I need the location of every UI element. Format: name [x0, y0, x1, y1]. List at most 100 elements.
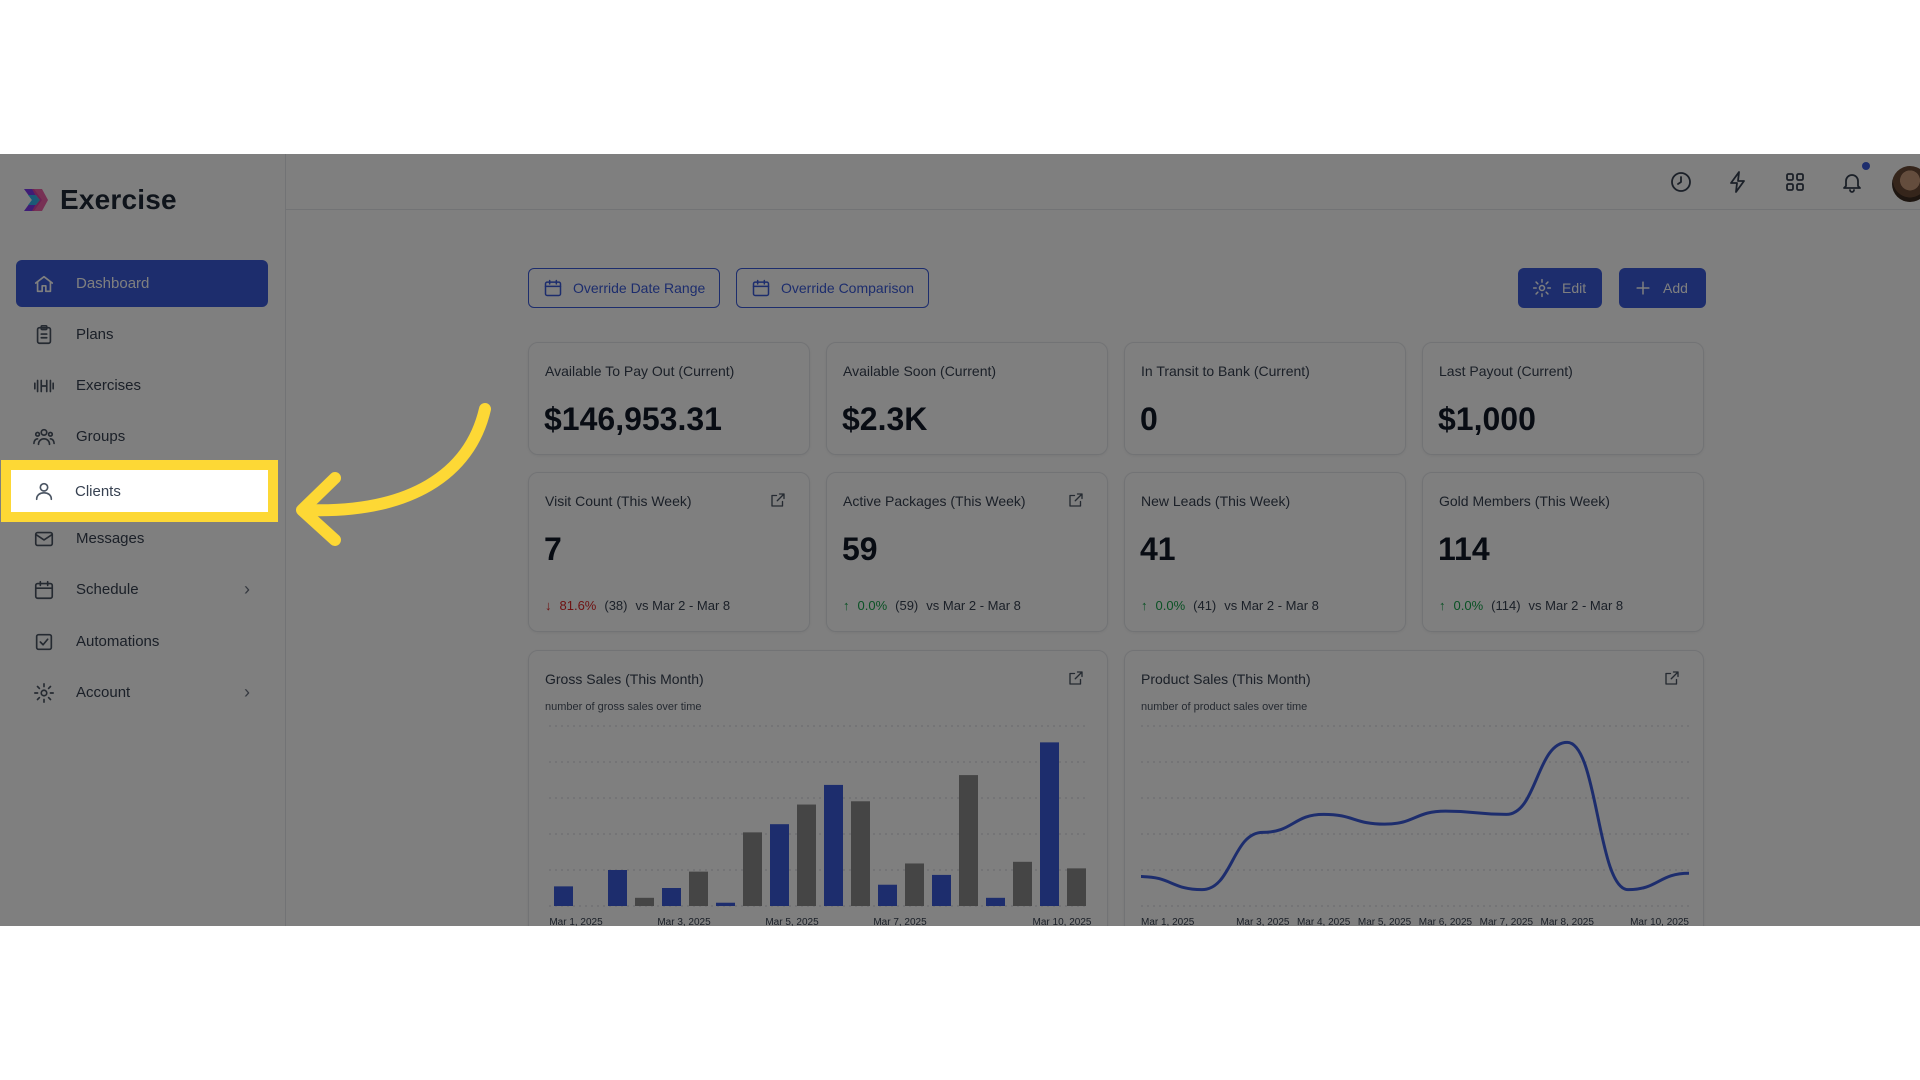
sidebar-item-dashboard[interactable]: Dashboard: [16, 260, 268, 307]
x-tick-label: Mar 1, 2025: [1141, 917, 1195, 926]
previous-value: (114): [1491, 598, 1521, 613]
override-date-range-button[interactable]: Override Date Range: [528, 268, 721, 308]
clock-icon[interactable]: [1667, 168, 1695, 196]
edit-button[interactable]: Edit: [1518, 268, 1602, 308]
bar-s0-3[interactable]: [716, 902, 735, 906]
grid-icon[interactable]: [1781, 168, 1809, 196]
bar-s1-7[interactable]: [959, 775, 978, 906]
x-tick-label: Mar 3, 2025: [657, 917, 711, 926]
x-tick-label: Mar 5, 2025: [1358, 917, 1412, 926]
card-title: Available Soon (Current): [843, 363, 997, 379]
arrow-up-icon: ↑: [843, 598, 850, 613]
bar-s0-1[interactable]: [608, 870, 627, 906]
button-label: Edit: [1562, 280, 1587, 296]
bar-s0-9[interactable]: [1040, 742, 1059, 906]
bar-s1-4[interactable]: [797, 804, 816, 906]
sidebar-item-schedule[interactable]: Schedule ›: [16, 566, 268, 613]
sidebar-item-label: Clients: [75, 482, 121, 500]
gross-sales-bar-chart: Mar 1, 2025 Mar 3, 2025 Mar 5, 2025 Mar 7, …: [549, 725, 1092, 926]
stat-card-last-payout: Last Payout (Current) $1,000: [1422, 342, 1704, 455]
external-link-icon[interactable]: [1067, 491, 1085, 509]
bar-s1-9[interactable]: [1067, 868, 1086, 906]
sidebar-item-label: Groups: [76, 428, 126, 445]
app-logo[interactable]: Exercise: [20, 184, 177, 216]
arrow-down-icon: ↓: [545, 598, 552, 613]
bell-icon[interactable]: [1838, 168, 1866, 196]
x-tick-label: Mar 7, 2025: [1480, 917, 1534, 926]
dumbbell-icon: [32, 374, 56, 398]
x-tick-label: Mar 10, 2025: [1630, 917, 1689, 926]
highlight-box: [1, 460, 278, 522]
button-label: Override Comparison: [781, 280, 915, 296]
stat-card-visit-count[interactable]: Visit Count (This Week) 7 ↓ 81.6% (38) v…: [528, 472, 810, 632]
logo-icon: [24, 189, 48, 211]
bar-s0-6[interactable]: [878, 884, 897, 906]
sidebar-item-groups[interactable]: Groups: [16, 413, 268, 460]
x-tick-label: Mar 1, 2025: [549, 917, 603, 926]
delta-percent: 0.0%: [1453, 598, 1484, 613]
bar-s0-8[interactable]: [986, 897, 1005, 906]
chevron-right-icon: ›: [244, 682, 250, 702]
previous-value: (38): [604, 598, 628, 613]
sidebar-item-label: Plans: [76, 326, 114, 343]
bar-s1-6[interactable]: [905, 863, 924, 906]
sidebar-item-account[interactable]: Account ›: [16, 669, 268, 716]
bar-s0-4[interactable]: [770, 824, 789, 906]
override-comparison-button[interactable]: Override Comparison: [736, 268, 930, 308]
bar-s1-3[interactable]: [743, 832, 762, 906]
chart-card-product-sales[interactable]: Product Sales (This Month) number of pro…: [1124, 650, 1704, 926]
bar-s1-8[interactable]: [1013, 861, 1032, 906]
sidebar-item-label: Schedule: [76, 581, 139, 598]
stat-card-active-packages[interactable]: Active Packages (This Week) 59 ↑ 0.0% (5…: [826, 472, 1108, 632]
notification-dot: [1862, 162, 1870, 170]
x-tick-label: Mar 8, 2025: [1541, 917, 1595, 926]
sidebar-item-label: Exercises: [76, 377, 142, 394]
card-title: Visit Count (This Week): [545, 493, 692, 509]
users-icon: [32, 425, 56, 449]
bar-s1-2[interactable]: [689, 871, 708, 906]
card-title: Active Packages (This Week): [843, 493, 1026, 509]
app-name: Exercise: [60, 184, 177, 215]
chevron-right-icon: ›: [244, 579, 250, 599]
card-value: $1,000: [1438, 401, 1536, 437]
card-value: 0: [1140, 401, 1158, 437]
comparison-row: ↑ 0.0% (59) vs Mar 2 - Mar 8: [843, 598, 1021, 613]
button-label: Add: [1663, 280, 1688, 296]
card-title: New Leads (This Week): [1141, 493, 1291, 509]
x-tick-label: Mar 7, 2025: [873, 917, 927, 926]
arrow-up-icon: ↑: [1439, 598, 1446, 613]
stat-card-new-leads: New Leads (This Week) 41 ↑ 0.0% (41) vs …: [1124, 472, 1406, 632]
card-value: 41: [1140, 531, 1176, 567]
calendar-icon: [32, 578, 56, 602]
card-value: 59: [842, 531, 878, 567]
sidebar-item-plans[interactable]: Plans: [16, 311, 268, 358]
clipboard-icon: [32, 323, 56, 347]
previous-value: (59): [895, 598, 919, 613]
card-value: 114: [1438, 531, 1490, 567]
bar-s0-5[interactable]: [824, 784, 843, 906]
x-tick-label: Mar 5, 2025: [765, 917, 819, 926]
stat-card-gold-members: Gold Members (This Week) 114 ↑ 0.0% (114…: [1422, 472, 1704, 632]
bar-s0-2[interactable]: [662, 888, 681, 906]
gear-icon: [1532, 278, 1552, 298]
card-title: Last Payout (Current): [1439, 363, 1573, 379]
chart-card-gross-sales[interactable]: Gross Sales (This Month) number of gross…: [528, 650, 1108, 926]
bar-s0-0[interactable]: [554, 886, 573, 906]
pointer-arrow-icon: [296, 403, 491, 546]
sidebar-item-messages[interactable]: Messages: [16, 515, 268, 562]
bolt-icon[interactable]: [1724, 168, 1752, 196]
add-button[interactable]: Add: [1619, 268, 1706, 308]
bar-s1-1[interactable]: [635, 897, 654, 906]
sidebar-item-exercises[interactable]: Exercises: [16, 362, 268, 409]
gear-icon: [32, 681, 56, 705]
highlighted-clients-item[interactable]: Clients: [11, 470, 268, 512]
x-tick-label: Mar 6, 2025: [1419, 917, 1473, 926]
external-link-icon[interactable]: [769, 491, 787, 509]
check-square-icon: [32, 630, 56, 654]
bar-s0-7[interactable]: [932, 874, 951, 906]
sidebar-item-label: Messages: [76, 530, 145, 547]
sidebar-item-automations[interactable]: Automations: [16, 618, 268, 665]
bar-s1-5[interactable]: [851, 801, 870, 906]
previous-value: (41): [1193, 598, 1217, 613]
avatar[interactable]: [1892, 166, 1920, 202]
